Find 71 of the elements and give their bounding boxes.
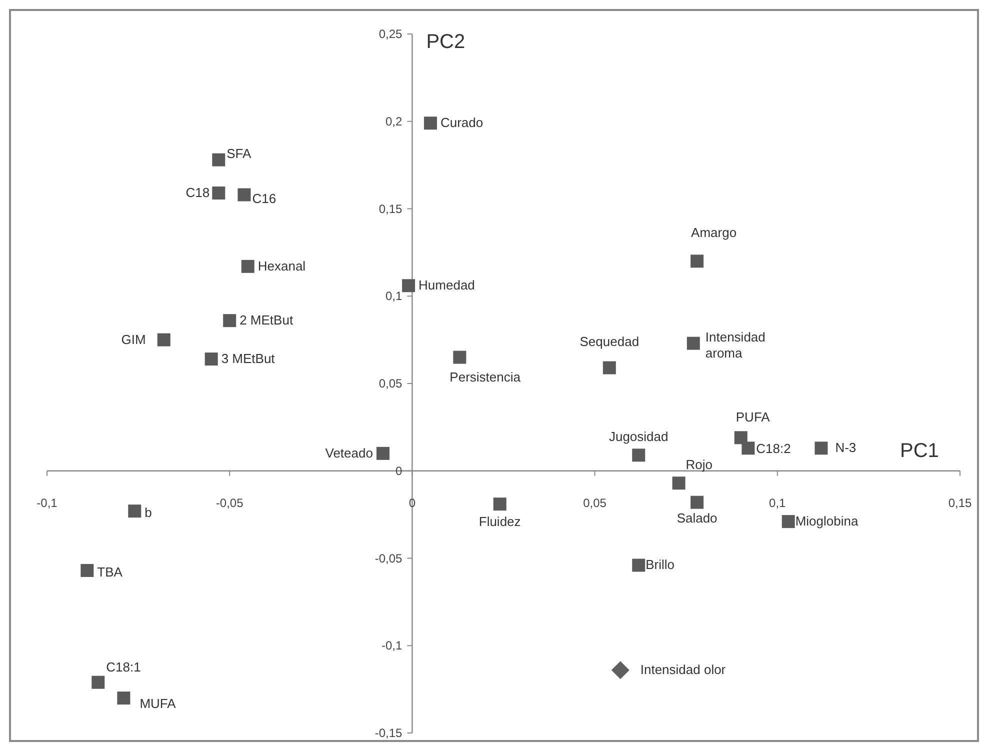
annotation: Intensidad olor xyxy=(640,662,726,678)
x-tick-label: 0,1 xyxy=(769,496,786,510)
annotation: Rojo xyxy=(686,457,713,472)
point xyxy=(223,314,236,328)
x-axis-title: PC1 xyxy=(900,440,939,462)
point xyxy=(493,498,506,511)
annotation: Amargo xyxy=(691,225,737,240)
annotation: 2 MEtBut xyxy=(240,312,294,328)
annotation: Hexanal xyxy=(258,258,306,274)
annotation: Curado xyxy=(440,115,484,130)
y-tick-label: 0,2 xyxy=(386,114,403,128)
point xyxy=(611,661,630,680)
annotation: Brillo xyxy=(646,557,675,572)
point xyxy=(690,496,704,509)
annotation: Humedad xyxy=(418,278,475,293)
annotation: C18:1 xyxy=(106,659,141,674)
point xyxy=(157,333,170,346)
annotation: GIM xyxy=(121,332,146,347)
point xyxy=(424,116,437,130)
point xyxy=(814,442,828,455)
annotation: Jugosidad xyxy=(608,429,668,444)
point xyxy=(92,676,105,689)
annotation: Persistencia xyxy=(450,369,522,384)
point xyxy=(128,504,142,518)
annotation: Intensidad aroma xyxy=(705,329,766,360)
annotation: Veteado xyxy=(325,445,373,460)
point xyxy=(690,254,704,268)
point xyxy=(376,446,390,460)
annotation: 3 MEtBut xyxy=(221,351,276,366)
x-tick-label: 0,05 xyxy=(583,496,607,510)
y-axis-title: PC2 xyxy=(426,31,466,53)
annotation: PUFA xyxy=(736,410,770,425)
y-tick-label: 0,1 xyxy=(386,289,403,304)
annotation: C16 xyxy=(252,190,276,206)
annotation: TBA xyxy=(97,564,123,580)
point xyxy=(212,186,226,200)
point xyxy=(632,448,646,462)
annotation: C18 xyxy=(186,185,210,200)
point xyxy=(632,558,646,572)
annotation: C18:2 xyxy=(756,441,791,456)
annotation: b xyxy=(144,505,152,520)
y-tick-label: 0,25 xyxy=(378,27,403,41)
point xyxy=(734,431,748,444)
x-tick-label: -0,1 xyxy=(36,496,58,510)
x-tick-label: 0,15 xyxy=(948,496,972,510)
annotation: Salado xyxy=(676,510,718,526)
y-tick-label: 0,05 xyxy=(378,376,403,390)
point xyxy=(241,260,254,273)
annotation: Mioglobina xyxy=(795,514,859,529)
point xyxy=(782,515,795,528)
annotation: Fluidez xyxy=(478,514,521,530)
point xyxy=(117,692,130,705)
y-tick-label: -0,15 xyxy=(374,726,403,740)
x-tick-label: -0,05 xyxy=(216,496,244,510)
annotation: N-3 xyxy=(835,440,856,456)
annotation: MUFA xyxy=(140,696,176,712)
annotation: Sequedad xyxy=(580,334,640,349)
point xyxy=(686,336,700,350)
point xyxy=(742,442,755,455)
point xyxy=(602,361,616,374)
point xyxy=(672,476,686,490)
point xyxy=(238,188,251,202)
point xyxy=(212,153,226,166)
y-tick-label: 0,15 xyxy=(378,202,403,216)
point xyxy=(204,352,218,366)
y-tick-label: -0,1 xyxy=(382,638,403,653)
point xyxy=(402,279,416,292)
point xyxy=(80,564,94,577)
point xyxy=(453,350,466,364)
y-tick-label: -0,05 xyxy=(374,551,403,566)
annotation: SFA xyxy=(226,146,252,161)
